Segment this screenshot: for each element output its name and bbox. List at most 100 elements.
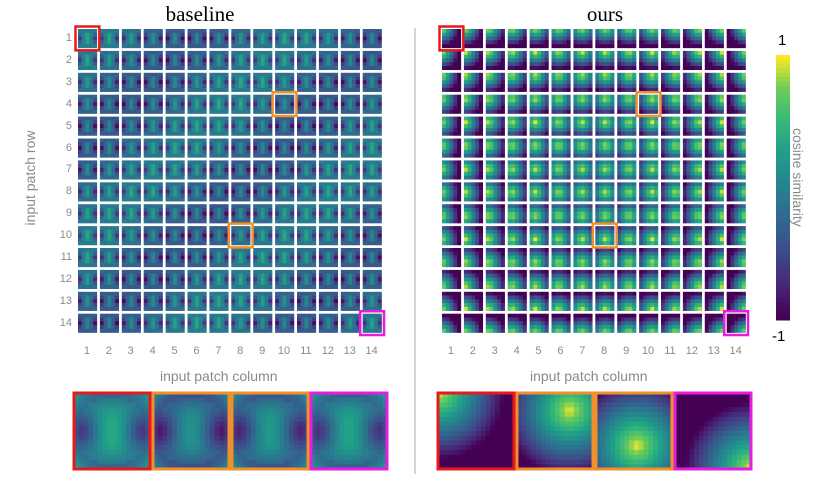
- ours-tile-r11-c11: [661, 248, 681, 268]
- ours-tile-r13-c14: [726, 291, 746, 311]
- ours-tile-r4-c11: [661, 94, 681, 114]
- baseline-tile-r3-c7: [209, 72, 229, 92]
- baseline-tile-r12-c3: [121, 269, 141, 290]
- ours-tile-r8-c6: [551, 182, 571, 202]
- baseline-tile-r9-c4: [143, 204, 163, 224]
- ours-col-tick-12: 12: [685, 345, 698, 357]
- baseline-highlight-4: [358, 309, 386, 337]
- ours-zoom-inset-1: [436, 391, 516, 471]
- baseline-tile-r12-c5: [165, 269, 185, 290]
- baseline-tile-r6-c7: [209, 138, 229, 158]
- ours-tile-r3-c4: [507, 72, 527, 92]
- ours-col-tick-5: 5: [535, 345, 542, 357]
- baseline-tile-r9-c9: [253, 204, 273, 224]
- baseline-tile-r10-c5: [165, 226, 185, 246]
- ours-tile-r14-c4: [507, 313, 527, 333]
- ours-tile-r8-c5: [529, 182, 549, 202]
- ours-tile-r5-c10: [639, 116, 659, 136]
- baseline-tile-r4-c2: [99, 94, 120, 114]
- ours-tile-r11-c10: [639, 248, 659, 268]
- baseline-col-tick-3: 3: [127, 345, 134, 357]
- baseline-tile-r1-c14: [362, 29, 382, 49]
- ours-tile-r5-c14: [726, 116, 746, 136]
- ours-tile-r10-c12: [682, 226, 703, 246]
- baseline-highlight-2: [271, 90, 298, 118]
- ours-tile-r9-c6: [551, 204, 571, 224]
- ours-tile-r1-c11: [661, 29, 681, 49]
- baseline-tile-r14-c4: [143, 313, 163, 333]
- ours-tile-r1-c13: [704, 29, 724, 49]
- baseline-tile-r12-c12: [318, 269, 339, 290]
- baseline-tile-r12-c8: [231, 269, 251, 290]
- baseline-tile-r5-c1: [78, 116, 98, 136]
- baseline-tile-r3-c1: [78, 72, 98, 92]
- baseline-row-tick-6: 6: [65, 141, 72, 154]
- ours-tile-r11-c14: [726, 248, 746, 268]
- ours-tile-r8-c13: [704, 182, 724, 202]
- ours-tile-r11-c13: [704, 248, 724, 268]
- ours-tile-r2-c8: [595, 50, 615, 71]
- ours-tile-r5-c2: [463, 116, 484, 136]
- baseline-col-tick-6: 6: [193, 345, 200, 357]
- ours-tile-r11-c5: [529, 248, 549, 268]
- ours-tile-r1-c8: [595, 29, 615, 49]
- ours-tile-r1-c6: [551, 29, 571, 49]
- baseline-tile-r13-c14: [362, 291, 382, 311]
- baseline-tile-r10-c10: [275, 226, 295, 246]
- baseline-tile-r14-c13: [340, 313, 360, 333]
- ours-tile-r8-c4: [507, 182, 527, 202]
- ours-tile-r12-c12: [682, 269, 703, 290]
- baseline-tile-r3-c11: [297, 72, 317, 92]
- ours-tile-r11-c3: [485, 248, 505, 268]
- baseline-tile-r11-c8: [231, 248, 251, 268]
- baseline-tile-r7-c2: [99, 160, 120, 180]
- baseline-col-tick-8: 8: [237, 345, 244, 357]
- ours-tile-r9-c13: [704, 204, 724, 224]
- ours-tile-r5-c13: [704, 116, 724, 136]
- baseline-tile-r6-c4: [143, 138, 163, 158]
- ours-tile-r12-c8: [595, 269, 615, 290]
- baseline-row-tick-4: 4: [65, 97, 72, 110]
- ours-tile-r5-c8: [595, 116, 615, 136]
- baseline-tile-r2-c10: [275, 50, 295, 71]
- baseline-row-tick-11: 11: [60, 251, 72, 263]
- baseline-tile-r9-c8: [231, 204, 251, 224]
- baseline-tile-r9-c11: [297, 204, 317, 224]
- baseline-tile-r12-c2: [99, 269, 120, 290]
- ours-tile-r9-c8: [595, 204, 615, 224]
- baseline-tile-r6-c3: [121, 138, 141, 158]
- ours-tile-r5-c1: [442, 116, 462, 136]
- baseline-tile-r13-c11: [297, 291, 317, 311]
- baseline-tile-r3-c2: [99, 72, 120, 92]
- ours-tile-r3-c1: [442, 72, 462, 92]
- ours-tile-r9-c9: [617, 204, 637, 224]
- baseline-row-tick-9: 9: [65, 207, 72, 220]
- ours-tile-r8-c3: [485, 182, 505, 202]
- ours-tile-r6-c7: [573, 138, 593, 158]
- baseline-tile-r1-c7: [209, 29, 229, 49]
- ours-zoom-inset-3: [594, 391, 674, 471]
- ours-tile-r4-c6: [551, 94, 571, 114]
- ours-highlight-1: [438, 25, 465, 52]
- ours-tile-r6-c9: [617, 138, 637, 158]
- baseline-col-tick-5: 5: [171, 345, 178, 357]
- baseline-tile-r14-c9: [253, 313, 273, 333]
- ours-highlight-2: [635, 90, 662, 118]
- ours-tile-r5-c5: [529, 116, 549, 136]
- ours-tile-r10-c10: [639, 226, 659, 246]
- baseline-tile-r10-c8: [231, 226, 251, 246]
- ours-tile-r10-c3: [485, 226, 505, 246]
- ours-tile-r3-c6: [551, 72, 571, 92]
- baseline-tile-r12-c4: [143, 269, 163, 290]
- baseline-tile-r2-c7: [209, 50, 229, 71]
- baseline-tile-r2-c11: [297, 50, 317, 71]
- ours-tile-r13-c3: [485, 291, 505, 311]
- baseline-tile-r3-c4: [143, 72, 163, 92]
- baseline-tile-r1-c2: [99, 29, 120, 49]
- baseline-tile-r4-c6: [187, 94, 207, 114]
- ours-tile-r5-c4: [507, 116, 527, 136]
- ours-tile-r14-c9: [617, 313, 637, 333]
- ours-tile-r3-c10: [639, 72, 659, 92]
- ours-tile-r8-c9: [617, 182, 637, 202]
